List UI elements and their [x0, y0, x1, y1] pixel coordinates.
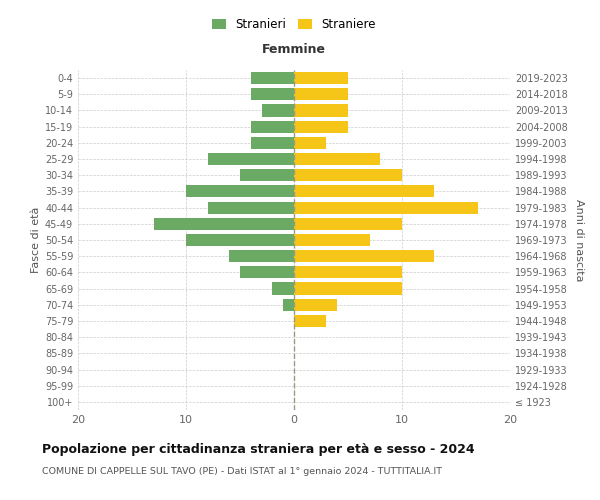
- Bar: [240, 266, 294, 278]
- Y-axis label: Fasce di età: Fasce di età: [31, 207, 41, 273]
- Bar: [272, 282, 294, 294]
- Bar: [294, 72, 348, 84]
- Bar: [294, 234, 370, 246]
- Bar: [294, 250, 434, 262]
- Bar: [294, 218, 402, 230]
- Bar: [294, 202, 478, 213]
- Bar: [251, 72, 294, 84]
- Bar: [229, 250, 294, 262]
- Bar: [186, 234, 294, 246]
- Text: COMUNE DI CAPPELLE SUL TAVO (PE) - Dati ISTAT al 1° gennaio 2024 - TUTTITALIA.IT: COMUNE DI CAPPELLE SUL TAVO (PE) - Dati …: [42, 468, 442, 476]
- Bar: [251, 120, 294, 132]
- Bar: [294, 315, 326, 327]
- Bar: [208, 202, 294, 213]
- Bar: [186, 186, 294, 198]
- Bar: [294, 120, 348, 132]
- Y-axis label: Anni di nascita: Anni di nascita: [574, 198, 584, 281]
- Bar: [294, 88, 348, 101]
- Bar: [294, 104, 348, 117]
- Bar: [294, 298, 337, 311]
- Bar: [294, 266, 402, 278]
- Text: Popolazione per cittadinanza straniera per età e sesso - 2024: Popolazione per cittadinanza straniera p…: [42, 442, 475, 456]
- Bar: [294, 169, 402, 181]
- Bar: [154, 218, 294, 230]
- Bar: [208, 153, 294, 165]
- Legend: Stranieri, Straniere: Stranieri, Straniere: [208, 14, 380, 35]
- Bar: [294, 153, 380, 165]
- Bar: [283, 298, 294, 311]
- Bar: [294, 186, 434, 198]
- Bar: [240, 169, 294, 181]
- Text: Femmine: Femmine: [262, 44, 326, 57]
- Bar: [251, 88, 294, 101]
- Bar: [262, 104, 294, 117]
- Bar: [294, 137, 326, 149]
- Bar: [251, 137, 294, 149]
- Bar: [294, 282, 402, 294]
